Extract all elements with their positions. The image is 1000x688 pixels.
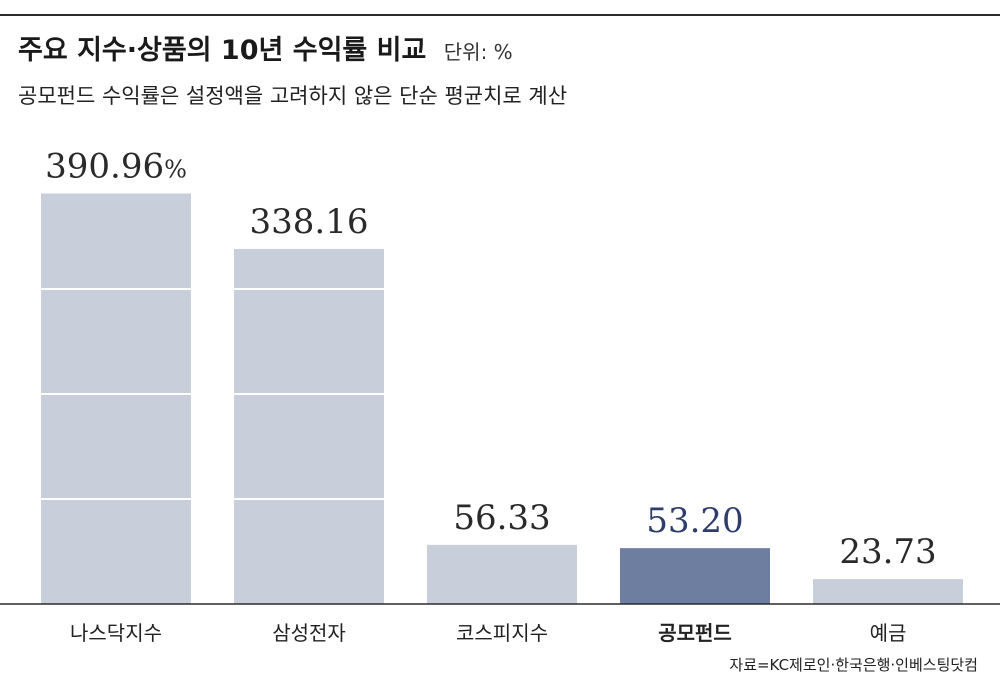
value-label-2: 338.16 (250, 202, 369, 242)
category-label-3: 코스피지수 (456, 621, 548, 645)
category-label-4: 공모펀드 (658, 621, 732, 645)
bar-5 (813, 579, 963, 604)
value-label-5: 23.73 (839, 532, 936, 572)
value-unit-suffix: % (164, 155, 187, 183)
top-rule (0, 14, 1000, 16)
category-label-5: 예금 (870, 621, 907, 645)
value-label-1: 390.96% (45, 146, 187, 186)
chart-title: 주요 지수·상품의 10년 수익률 비교 단위: % (18, 28, 513, 67)
chart-title-text: 주요 지수·상품의 10년 수익률 비교 (18, 35, 427, 66)
value-label-3: 56.33 (453, 498, 550, 538)
category-label-2: 삼성전자 (272, 621, 346, 645)
chart-subtitle: 공모펀드 수익률은 설정액을 고려하지 않은 단순 평균치로 계산 (18, 84, 568, 108)
bar-3 (427, 544, 577, 604)
bar-4 (620, 548, 770, 604)
bar-2 (234, 248, 384, 604)
unit-label: 단위: % (443, 40, 513, 64)
bar-1 (41, 193, 191, 604)
source-note: 자료=KC제로인·한국은행·인베스팅닷컴 (729, 656, 978, 674)
value-label-4: 53.20 (646, 501, 743, 541)
category-label-1: 나스닥지수 (70, 621, 162, 645)
